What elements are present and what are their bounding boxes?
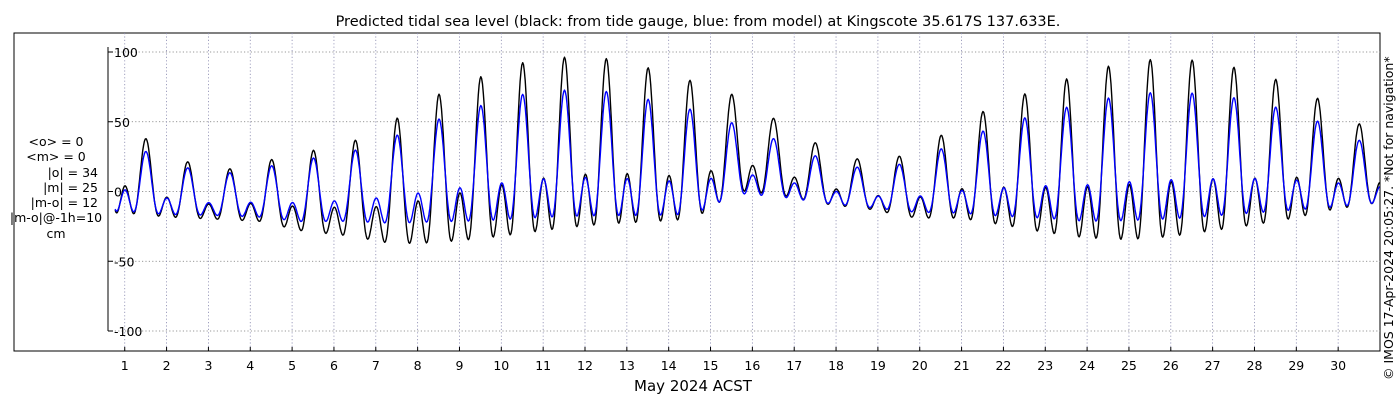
x-tick-label: 10 <box>493 358 509 373</box>
x-tick-label: 5 <box>288 358 296 373</box>
y-tick-label: -100 <box>114 324 142 339</box>
x-tick-label: 22 <box>995 358 1011 373</box>
x-tick-label: 29 <box>1288 358 1304 373</box>
x-tick-label: 14 <box>661 358 677 373</box>
x-tick-label: 17 <box>786 358 802 373</box>
x-tick-label: 18 <box>828 358 844 373</box>
stat-unit: cm <box>46 225 66 241</box>
stat-abs-diff: |m-o| = 12 <box>30 195 98 211</box>
credit-text: © IMOS 17-Apr-2024 20:05:27. *Not for na… <box>1381 56 1396 380</box>
y-ticks: -100 -50 0 50 100 <box>108 45 142 339</box>
stat-abs-diff-lag: |m-o|@-1h=10 <box>9 210 103 226</box>
stat-mean-model: <m> = 0 <box>26 149 86 165</box>
x-tick-label: 16 <box>744 358 760 373</box>
stat-abs-model: |m| = 25 <box>43 179 98 195</box>
x-tick-label: 12 <box>577 358 593 373</box>
x-tick-label: 30 <box>1330 358 1346 373</box>
series-line <box>114 56 1381 244</box>
x-tick-label: 26 <box>1163 358 1179 373</box>
x-tick-label: 11 <box>535 358 551 373</box>
x-tick-label: 23 <box>1037 358 1053 373</box>
series-line <box>114 89 1381 224</box>
y-tick-label: 100 <box>114 45 138 60</box>
series-layer <box>114 56 1381 244</box>
y-tick-label: -50 <box>114 254 134 269</box>
stats-panel: <o> = 0 <m> = 0 |o| = 34 |m| = 25 |m-o| … <box>8 134 104 241</box>
x-tick-label: 28 <box>1247 358 1263 373</box>
stat-abs-obs: |o| = 34 <box>47 164 98 180</box>
x-tick-label: 7 <box>372 358 380 373</box>
x-tick-label: 21 <box>954 358 970 373</box>
x-tick-label: 15 <box>703 358 719 373</box>
x-tick-label: 3 <box>204 358 212 373</box>
x-axis-label: May 2024 ACST <box>634 377 753 395</box>
x-tick-label: 19 <box>870 358 886 373</box>
chart-title: Predicted tidal sea level (black: from t… <box>336 14 1061 30</box>
stat-mean-obs: <o> = 0 <box>28 134 84 149</box>
y-tick-label: 0 <box>114 185 122 200</box>
y-tick-label: 50 <box>114 115 130 130</box>
x-tick-label: 4 <box>246 358 254 373</box>
x-tick-label: 20 <box>912 358 928 373</box>
x-tick-label: 25 <box>1121 358 1137 373</box>
x-tick-label: 2 <box>163 358 171 373</box>
x-tick-label: 13 <box>619 358 635 373</box>
x-tick-label: 27 <box>1205 358 1221 373</box>
x-tick-label: 1 <box>121 358 129 373</box>
x-tick-label: 24 <box>1079 358 1095 373</box>
x-ticks: 1 2 3 4 5 6 7 8 9 10 11 12 13 14 15 16 17 18 19 20 21 22 23 24 2… <box>121 347 1346 373</box>
x-tick-label: 9 <box>455 358 463 373</box>
x-tick-label: 8 <box>414 358 422 373</box>
x-tick-label: 6 <box>330 358 338 373</box>
